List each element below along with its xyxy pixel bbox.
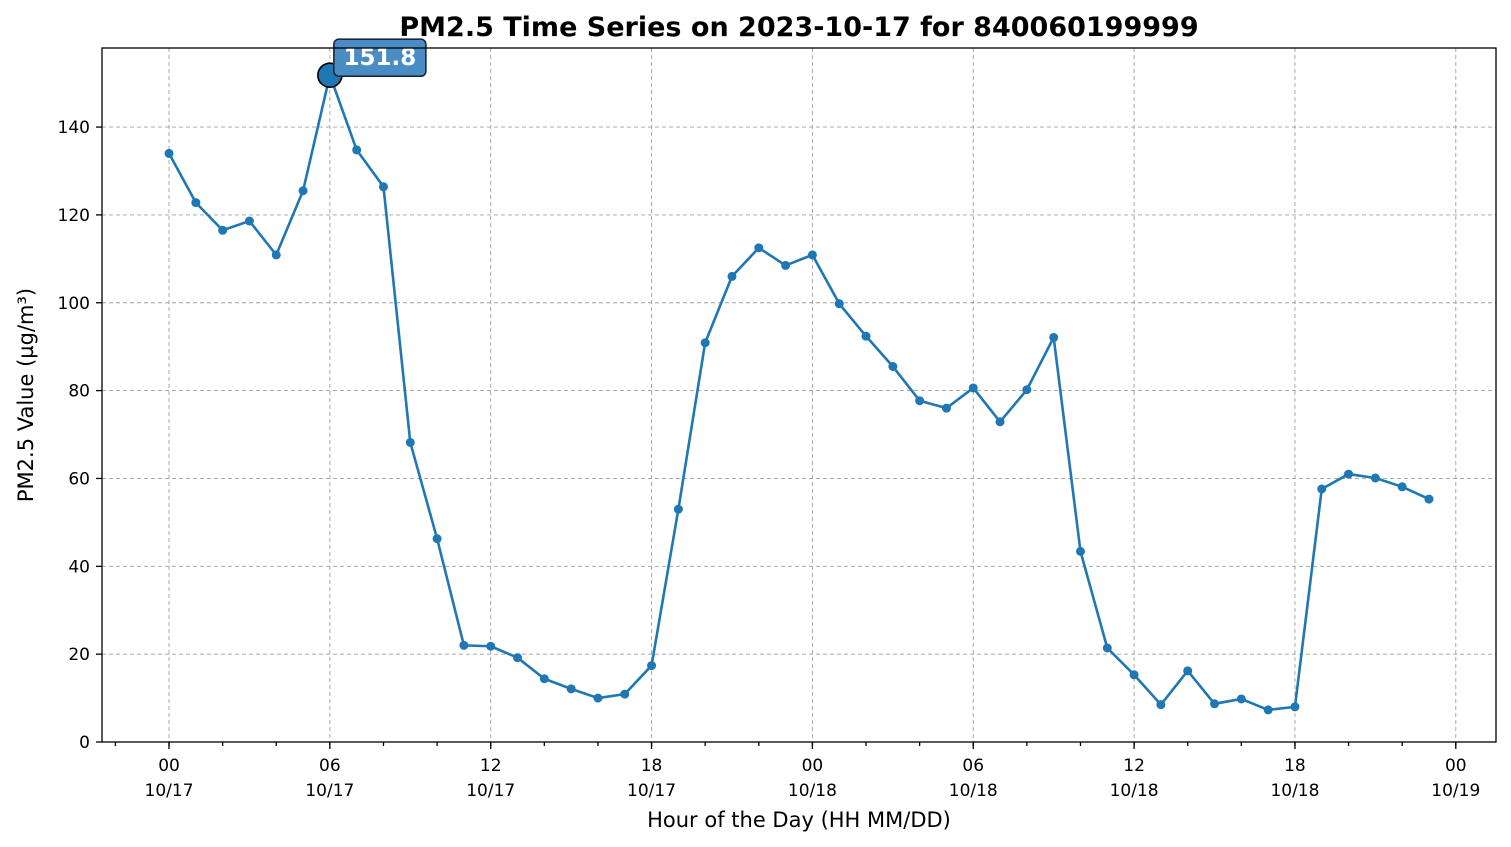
x-tick-label-date: 10/18 (949, 781, 998, 801)
y-tick-label: 120 (58, 206, 90, 226)
data-point (1236, 694, 1246, 704)
data-point (218, 225, 228, 235)
data-point (486, 641, 496, 651)
data-point (1102, 643, 1112, 653)
x-tick-label-hour: 18 (641, 756, 663, 776)
x-tick-label-date: 10/19 (1431, 781, 1480, 801)
data-point (647, 661, 657, 671)
x-tick-label-hour: 00 (802, 756, 824, 776)
data-point (1156, 700, 1166, 710)
plot-frame (101, 47, 1497, 743)
data-point (754, 243, 764, 253)
x-tick-label-date: 10/17 (627, 781, 676, 801)
y-tick-label: 100 (58, 294, 90, 314)
data-point (1370, 473, 1380, 483)
data-point (1263, 705, 1273, 715)
x-tick-label-date: 10/17 (305, 781, 354, 801)
x-tick-label-date: 10/18 (788, 781, 837, 801)
data-point (352, 145, 362, 155)
data-point (459, 640, 469, 650)
data-point (995, 417, 1005, 427)
data-point (432, 534, 442, 544)
data-point (1049, 332, 1059, 342)
data-point (1317, 484, 1327, 494)
grid-lines (102, 48, 1496, 743)
data-point (405, 437, 415, 447)
x-tick-label-date: 10/17 (466, 781, 515, 801)
data-point (1210, 699, 1220, 709)
x-tick-label-hour: 00 (1445, 756, 1467, 776)
data-point (781, 260, 791, 270)
chart-title: PM2.5 Time Series on 2023-10-17 for 8400… (399, 12, 1198, 43)
data-point (915, 396, 925, 406)
axis-ticks: 0 20 40 60 80 100 120 140 00 10/17 06 10/17 12 10/17 1… (58, 118, 1481, 801)
x-axis-label: Hour of the Day (HH MM/DD) (647, 808, 951, 832)
data-point (620, 689, 630, 699)
data-point (888, 361, 898, 371)
y-tick-label: 20 (68, 645, 90, 665)
peak-label: 151.8 (343, 45, 416, 71)
x-tick-label-hour: 06 (962, 756, 984, 776)
data-point (593, 693, 603, 703)
data-point (539, 674, 549, 684)
data-point (1183, 666, 1193, 676)
data-point (1022, 385, 1032, 395)
data-point (1344, 469, 1354, 479)
x-tick-label-date: 10/18 (1110, 781, 1159, 801)
y-tick-label: 60 (68, 469, 90, 489)
data-point (700, 338, 710, 348)
x-tick-label-hour: 18 (1284, 756, 1306, 776)
data-point (191, 198, 201, 208)
data-point (271, 250, 281, 260)
x-tick-label-hour: 12 (480, 756, 502, 776)
x-tick-label-date: 10/17 (145, 781, 194, 801)
data-point (566, 684, 576, 694)
data-point (968, 383, 978, 393)
series-line (167, 73, 1430, 712)
y-tick-label: 80 (68, 382, 90, 402)
data-point (807, 250, 817, 260)
x-tick-label-hour: 12 (1123, 756, 1145, 776)
data-point (1129, 670, 1139, 680)
data-point (378, 182, 388, 192)
data-point (298, 186, 308, 196)
y-tick-label: 40 (68, 557, 90, 577)
data-point (1290, 702, 1300, 712)
data-point (941, 403, 951, 413)
y-tick-label: 140 (58, 118, 90, 138)
data-point (513, 653, 523, 663)
data-point (1397, 482, 1407, 492)
series-layer (164, 70, 1434, 715)
x-tick-label-date: 10/18 (1270, 781, 1319, 801)
data-point (834, 299, 844, 309)
data-point (1424, 494, 1434, 504)
peak-annotation: 151.8 (317, 38, 427, 89)
y-tick-label: 0 (79, 733, 90, 753)
x-tick-label-hour: 00 (158, 756, 180, 776)
data-point (727, 271, 737, 281)
data-point (164, 148, 174, 158)
x-tick-label-hour: 06 (319, 756, 341, 776)
data-point (244, 216, 254, 226)
data-point (861, 331, 871, 341)
data-point (673, 504, 683, 514)
data-point (1075, 546, 1085, 556)
y-axis-label: PM2.5 Value (µg/m³) (14, 288, 38, 502)
